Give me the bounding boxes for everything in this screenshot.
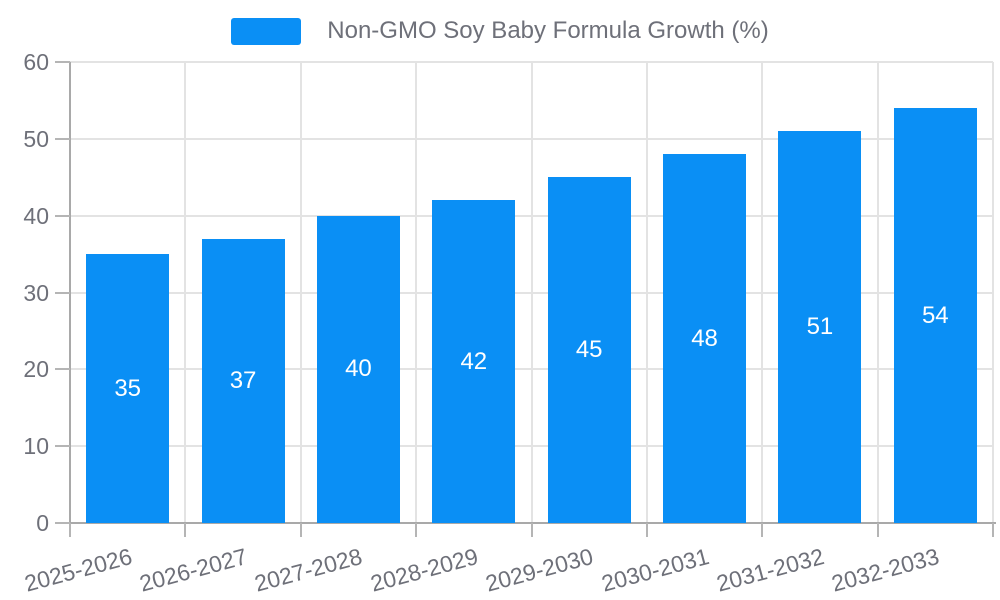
gridline-vertical (645, 62, 648, 523)
x-axis-tick (645, 523, 648, 537)
x-axis-tick (761, 523, 764, 537)
y-axis-tick (55, 214, 70, 217)
bar[interactable]: 42 (432, 200, 516, 523)
bar[interactable]: 35 (86, 254, 170, 523)
x-axis-category-label: 2025-2026 (21, 543, 135, 597)
y-axis-tick-label: 10 (23, 433, 49, 460)
gridline-vertical (184, 62, 187, 523)
bar[interactable]: 40 (316, 215, 400, 523)
y-axis-tick (55, 368, 70, 371)
x-axis-category-label: 2031-2032 (713, 543, 827, 597)
bar[interactable]: 48 (663, 154, 747, 523)
gridline-vertical (992, 62, 994, 523)
bar-value-label: 37 (229, 366, 257, 394)
legend[interactable]: Non-GMO Soy Baby Formula Growth (%) (0, 17, 1000, 45)
x-axis-category-label: 2030-2031 (598, 543, 712, 597)
gridline-vertical (876, 62, 879, 523)
bar[interactable]: 37 (201, 238, 285, 523)
x-axis-tick (69, 523, 71, 537)
y-axis-tick-label: 30 (23, 279, 49, 306)
y-axis-tick (55, 137, 70, 140)
x-axis-tick (530, 523, 533, 537)
x-axis-tick (415, 523, 418, 537)
gridline-vertical (299, 62, 302, 523)
bar-value-label: 35 (114, 374, 142, 402)
x-axis-tick (299, 523, 302, 537)
legend-label: Non-GMO Soy Baby Formula Growth (%) (327, 17, 769, 44)
y-axis-tick-label: 20 (23, 356, 49, 383)
x-axis-tick (992, 523, 994, 537)
x-axis-category-label: 2026-2027 (136, 543, 250, 597)
x-axis-category-label: 2027-2028 (252, 543, 366, 597)
bar-value-label: 51 (806, 313, 834, 341)
x-axis-line (55, 522, 996, 524)
x-axis-category-label: 2029-2030 (482, 543, 596, 597)
bar[interactable]: 51 (778, 131, 862, 523)
y-axis-tick-label: 40 (23, 202, 49, 229)
x-axis-tick (184, 523, 187, 537)
x-axis-tick (876, 523, 879, 537)
bar[interactable]: 45 (547, 177, 631, 523)
gridline-vertical (415, 62, 418, 523)
bar[interactable]: 54 (893, 108, 977, 523)
y-axis-tick (55, 291, 70, 294)
x-axis-category-label: 2032-2033 (829, 543, 943, 597)
legend-swatch-icon (231, 17, 302, 45)
y-axis-tick-label: 0 (36, 510, 49, 536)
bar-value-label: 54 (921, 301, 949, 329)
bar-value-label: 45 (575, 336, 603, 364)
y-axis-tick (55, 522, 70, 524)
y-axis-tick-label: 50 (23, 125, 49, 152)
y-axis-tick-label: 60 (23, 49, 49, 75)
gridline-vertical (530, 62, 533, 523)
x-axis-category-label: 2028-2029 (367, 543, 481, 597)
y-axis-tick (55, 445, 70, 448)
gridline-vertical (761, 62, 764, 523)
bar-value-label: 42 (460, 347, 488, 375)
y-axis-tick (55, 61, 70, 63)
bar-value-label: 48 (691, 324, 718, 352)
bar-value-label: 40 (345, 355, 372, 383)
y-axis-line (69, 62, 71, 537)
